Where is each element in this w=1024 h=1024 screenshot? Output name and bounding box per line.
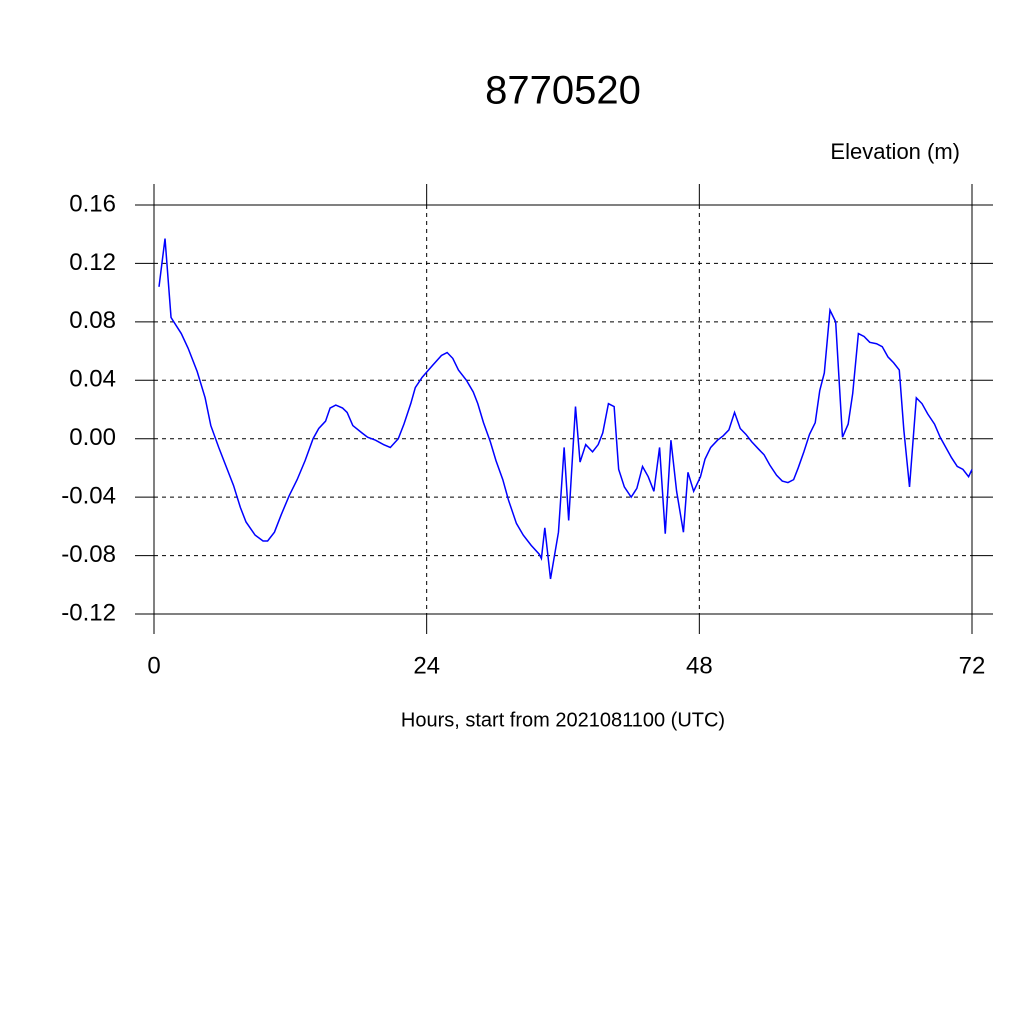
x-tick-label: 48 [686, 652, 713, 679]
x-tick-label: 24 [413, 652, 440, 679]
y-tick-label: 0.12 [69, 249, 116, 276]
x-tick-label: 72 [959, 652, 986, 679]
y-tick-label: -0.04 [61, 482, 116, 509]
chart-title: 8770520 [485, 69, 641, 113]
y-tick-label: -0.08 [61, 541, 116, 568]
y-tick-label: -0.12 [61, 599, 116, 626]
x-tick-label: 0 [147, 652, 160, 679]
chart-subtitle: Elevation (m) [830, 139, 960, 164]
y-tick-label: 0.16 [69, 190, 116, 217]
y-tick-label: 0.00 [69, 424, 116, 451]
x-axis-label: Hours, start from 2021081100 (UTC) [401, 709, 725, 731]
y-tick-label: 0.08 [69, 307, 116, 334]
data-line [158, 238, 973, 580]
y-tick-label: 0.04 [69, 366, 116, 393]
